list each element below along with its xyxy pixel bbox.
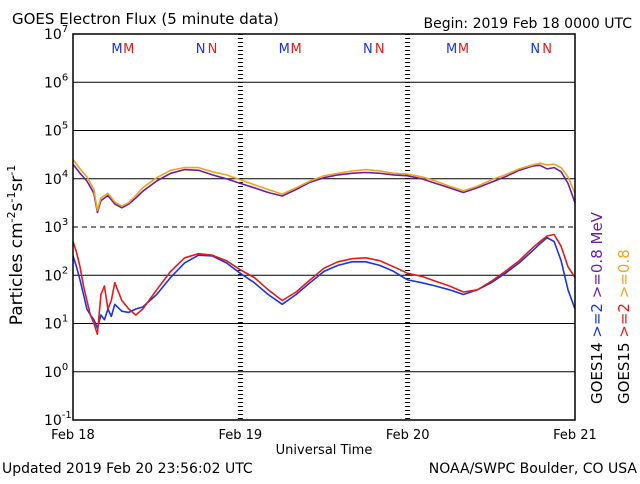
grid-lines [73,81,575,373]
legend-entry: GOES15 >=2 >=0.8 [615,249,633,404]
marker-label: M [111,42,122,57]
y-tick-labels: 107 106 105 104 103 102 101 100 10-1 [44,24,72,429]
y-tick-label: 107 [44,24,68,43]
y-tick-label: 105 [44,121,68,140]
y-label-sup: -2 [5,211,18,222]
y-label-sup: -1 [5,165,18,176]
x-axis-label: Universal Time [276,443,373,458]
y-tick-label: 103 [44,217,68,236]
series-line [72,163,576,214]
y-label-part: s [7,202,27,211]
legend: GOES14 >=2 >=0.8 MeV GOES15 >=2 >=0.8 [588,211,633,404]
marker-label: M [123,42,134,57]
y-label-sup: -1 [5,192,18,203]
legend-entry: GOES14 >=2 >=0.8 MeV [588,211,606,404]
y-tick-label: 106 [44,72,68,91]
marker-label: N [542,42,552,57]
y-tick-label: 10-1 [44,410,72,429]
series-line [72,233,576,336]
day-boundary-ticks [237,34,411,420]
marker-label: N [375,42,385,57]
series-line [72,236,576,330]
marker-label: N [363,42,373,57]
x-tick-label: Feb 21 [553,428,597,443]
y-tick-label: 100 [44,362,68,381]
series-line [72,159,576,212]
credit-label: NOAA/SWPC Boulder, CO USA [429,461,638,477]
x-tick-label: Feb 19 [218,428,262,443]
marker-label: M [446,42,457,57]
y-label-part: Particles cm [7,222,27,325]
marker-label: M [291,42,302,57]
marker-label: M [458,42,469,57]
x-tick-label: Feb 20 [386,428,430,443]
y-axis-label: Particles cm-2s-1sr-1 [5,165,27,326]
chart-title: GOES Electron Flux (5 minute data) [12,10,279,28]
flux-series [72,159,576,336]
y-tick-label: 101 [44,314,68,333]
marker-label: N [530,42,540,57]
y-tick-label: 102 [44,265,68,284]
y-tick-label: 104 [44,169,68,188]
begin-label: Begin: 2019 Feb 18 0000 UTC [424,16,633,32]
x-tick-labels: Feb 18 Feb 19 Feb 20 Feb 21 [51,428,597,443]
marker-label: N [208,42,218,57]
marker-label: N [196,42,206,57]
updated-label: Updated 2019 Feb 20 23:56:02 UTC [2,461,253,477]
plot-frame [72,33,576,421]
marker-label: M [279,42,290,57]
x-tick-label: Feb 18 [51,428,95,443]
y-label-part: sr [7,176,27,192]
